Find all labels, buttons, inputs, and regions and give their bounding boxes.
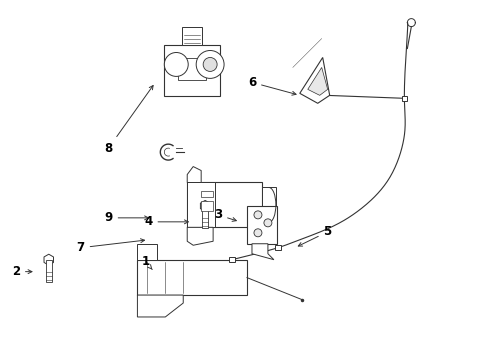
Text: 8: 8 [104, 86, 153, 155]
Bar [402, 95, 407, 101]
Text: 2: 2 [12, 265, 32, 278]
Bar [247, 206, 277, 244]
Bar [178, 58, 206, 80]
Circle shape [254, 229, 262, 237]
Bar [164, 45, 220, 96]
Polygon shape [137, 295, 183, 317]
Bar [137, 260, 247, 295]
Polygon shape [187, 167, 201, 183]
Polygon shape [44, 254, 53, 265]
Bar [187, 183, 215, 227]
Bar [201, 191, 213, 197]
Text: 3: 3 [214, 208, 236, 221]
Text: 1: 1 [141, 255, 152, 270]
Circle shape [164, 53, 188, 76]
Bar [262, 188, 276, 222]
Text: 4: 4 [144, 215, 188, 228]
Bar [137, 244, 157, 260]
Text: 6: 6 [248, 76, 296, 95]
Polygon shape [300, 58, 330, 103]
Bar [182, 27, 202, 45]
Circle shape [254, 211, 262, 219]
Circle shape [203, 58, 217, 71]
Text: 7: 7 [76, 239, 145, 254]
Circle shape [196, 50, 224, 78]
Bar [46, 260, 52, 282]
Text: 9: 9 [104, 211, 148, 224]
Polygon shape [200, 201, 210, 211]
Bar [275, 245, 281, 251]
Polygon shape [308, 67, 328, 95]
Bar [229, 257, 235, 262]
Circle shape [264, 219, 272, 227]
Bar [201, 201, 213, 211]
Bar [202, 206, 208, 228]
Polygon shape [252, 244, 274, 260]
Text: 5: 5 [298, 225, 332, 246]
Polygon shape [187, 227, 213, 245]
Bar [187, 183, 262, 227]
